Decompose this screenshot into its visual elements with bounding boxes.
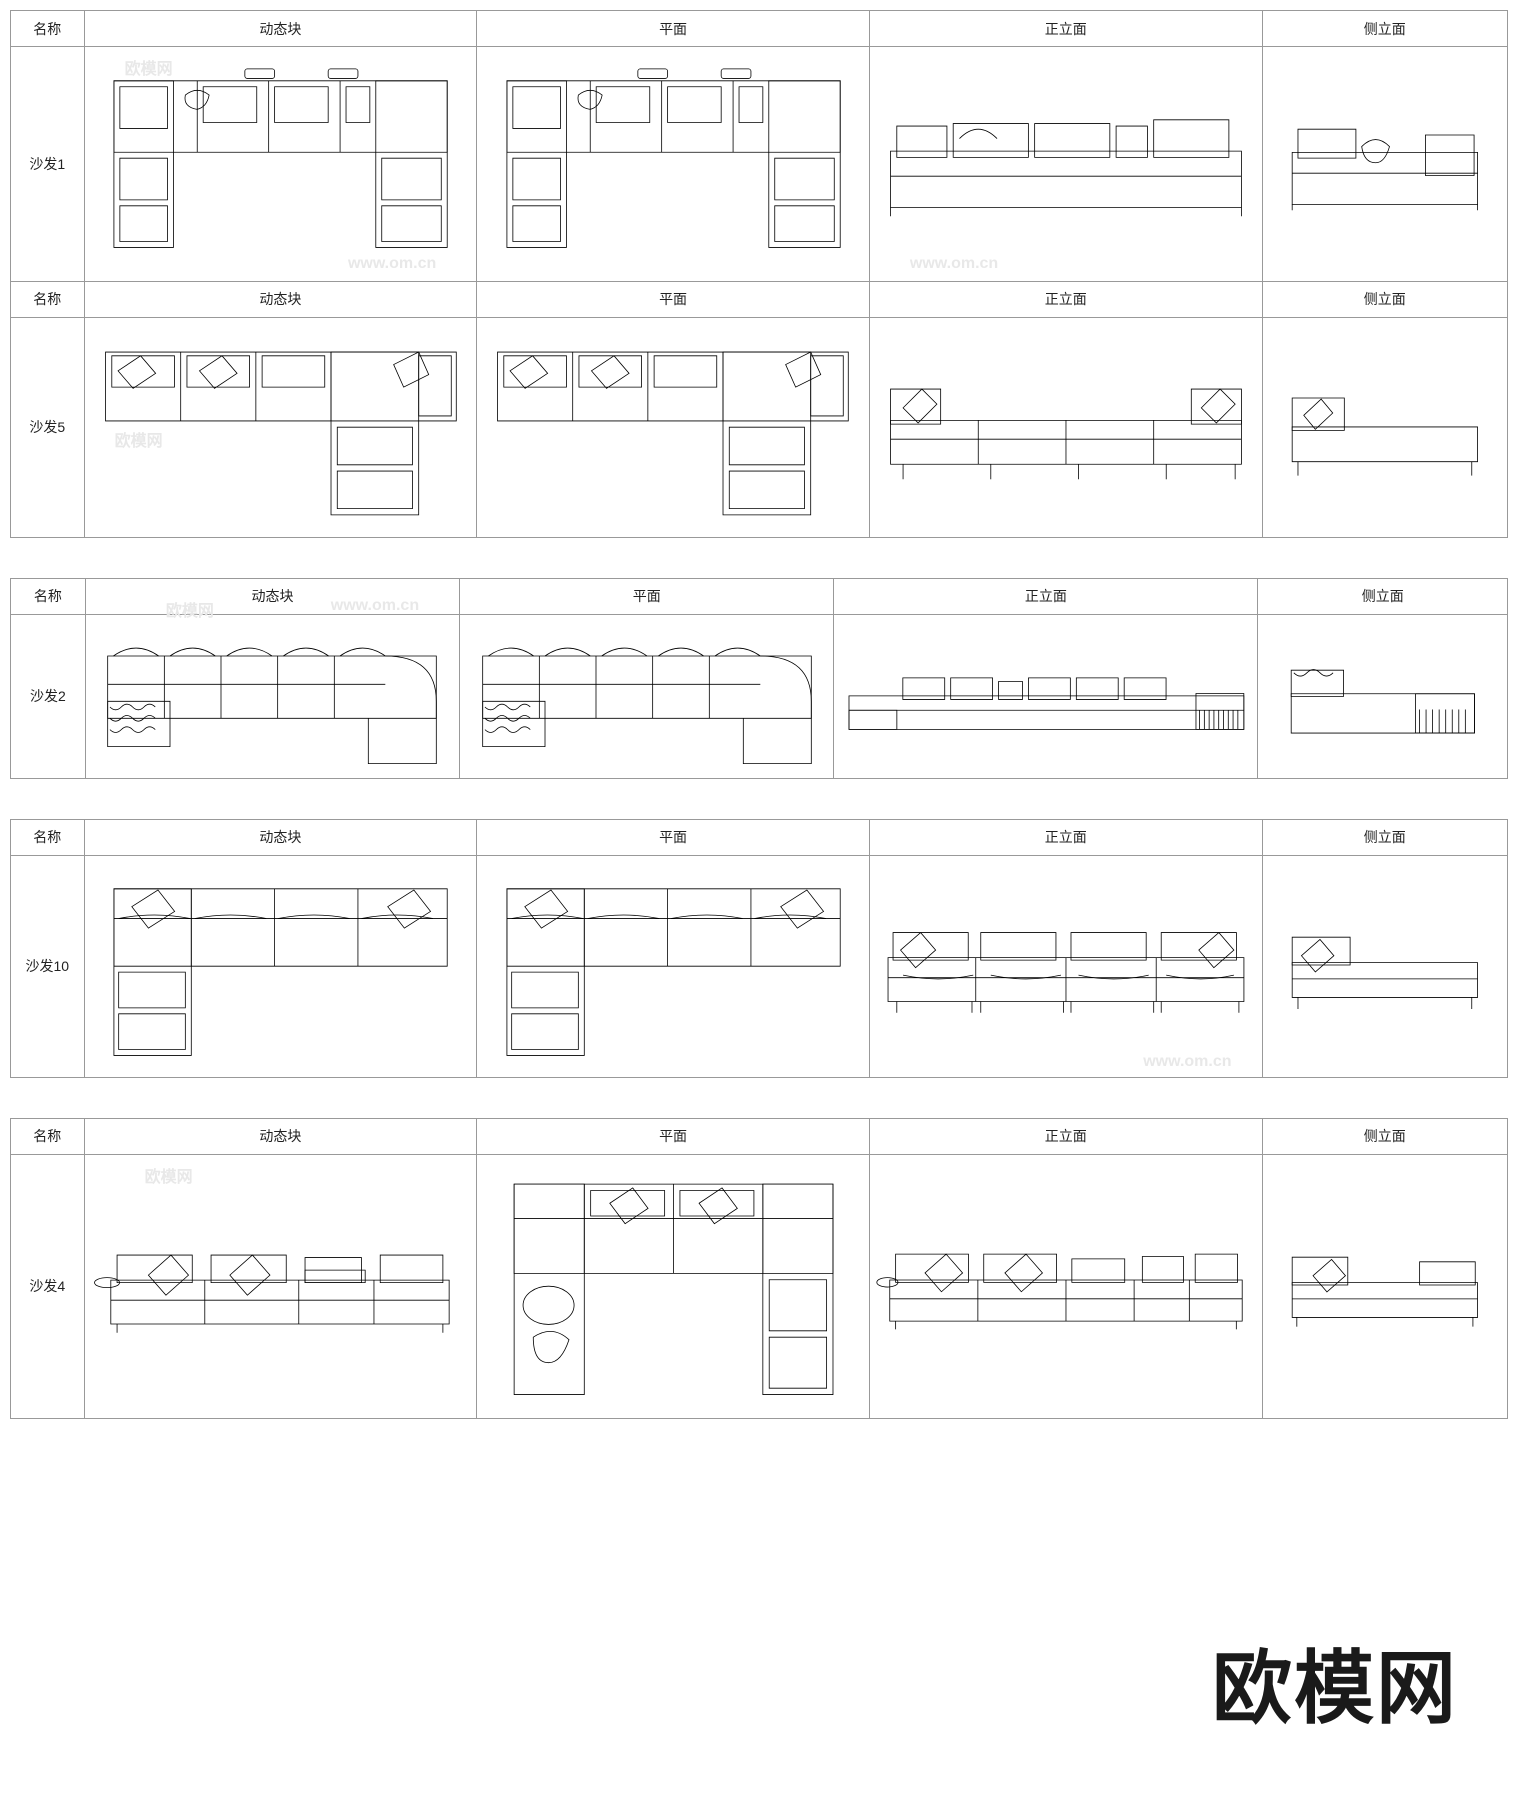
row-name-cell: 沙发2: [11, 614, 86, 778]
sofa2-side-icon: [1265, 644, 1501, 749]
sofa4-plan-icon: [495, 1165, 852, 1407]
cell-plan: [477, 317, 870, 537]
cell-front: [834, 614, 1258, 778]
col-header-name: 名称: [11, 281, 85, 317]
row-name-cell: 沙发5: [11, 317, 85, 537]
sofa5-plan2-icon: [485, 327, 861, 527]
col-header-plan: 平面: [477, 819, 870, 855]
cell-plan: [460, 614, 834, 778]
sofa1-plan-icon: [102, 57, 459, 271]
col-header-dynamic: 动态块: [84, 1118, 477, 1154]
sofa10-side-icon: [1269, 914, 1501, 1018]
cell-front: [869, 317, 1262, 537]
col-header-name: 名称: [11, 578, 86, 614]
sofa4-front2-icon: [878, 1233, 1254, 1339]
col-header-side: 侧立面: [1262, 11, 1507, 47]
cell-front: www.om.cn: [869, 855, 1262, 1077]
cell-front: [869, 1154, 1262, 1418]
sofa-table-4: 名称 动态块 平面 正立面 侧立面 沙发4 欧模网: [10, 1118, 1508, 1419]
cell-dynamic: 欧模网 www.om.cn: [84, 47, 477, 282]
big-watermark: 欧模网: [1212, 1624, 1458, 1740]
cell-front: www.om.cn: [869, 47, 1262, 282]
cell-dynamic: [84, 855, 477, 1077]
col-header-side: 侧立面: [1262, 1118, 1507, 1154]
sofa2-front-icon: [843, 648, 1250, 744]
col-header-side: 侧立面: [1262, 819, 1507, 855]
sofa10-plan2-icon: [495, 865, 852, 1067]
col-header-plan: 平面: [477, 1118, 870, 1154]
cell-side: [1262, 47, 1507, 282]
cell-side: [1262, 317, 1507, 537]
table-row: 沙发2 欧模网 www.om.cn: [11, 614, 1508, 778]
sofa1-plan2-icon: [495, 57, 852, 271]
cell-plan: [477, 1154, 870, 1418]
col-header-side: 侧立面: [1262, 281, 1507, 317]
sofa-table-2: 名称 动态块 平面 正立面 侧立面 沙发2 欧模网 www.om.cn: [10, 578, 1508, 779]
col-header-plan: 平面: [460, 578, 834, 614]
col-header-name: 名称: [11, 11, 85, 47]
sofa5-side-icon: [1269, 369, 1501, 485]
cell-plan: [477, 855, 870, 1077]
sofa-table-1: 名称 动态块 平面 正立面 侧立面 沙发1 欧模网 www.om.cn: [10, 10, 1508, 538]
col-header-dynamic: 动态块: [85, 578, 459, 614]
cell-plan: [477, 47, 870, 282]
sofa1-front-icon: [878, 101, 1254, 226]
table-row: 沙发5 欧模网: [11, 317, 1508, 537]
row-name-cell: 沙发1: [11, 47, 85, 282]
col-header-front: 正立面: [869, 11, 1262, 47]
cell-dynamic: 欧模网 www.om.cn: [85, 614, 459, 778]
sofa5-front-icon: [878, 364, 1254, 489]
row-name-cell: 沙发4: [11, 1154, 85, 1418]
col-header-name: 名称: [11, 819, 85, 855]
col-header-name: 名称: [11, 1118, 85, 1154]
sofa4-front-icon: [92, 1230, 468, 1343]
col-header-plan: 平面: [477, 11, 870, 47]
sofa-table-3: 名称 动态块 平面 正立面 侧立面 沙发10: [10, 819, 1508, 1078]
col-header-front: 正立面: [869, 1118, 1262, 1154]
sofa10-plan-icon: [102, 865, 459, 1067]
col-header-side: 侧立面: [1258, 578, 1508, 614]
table-row: 沙发4 欧模网: [11, 1154, 1508, 1418]
cell-side: [1262, 1154, 1507, 1418]
sofa10-front-icon: [878, 910, 1254, 1023]
col-header-plan: 平面: [477, 281, 870, 317]
table-row: 沙发1 欧模网 www.om.cn: [11, 47, 1508, 282]
col-header-dynamic: 动态块: [84, 281, 477, 317]
table-row: 沙发10 www.om.cn: [11, 855, 1508, 1077]
sofa5-plan-icon: [93, 327, 469, 527]
cell-dynamic: 欧模网: [84, 317, 477, 537]
sofa1-side-icon: [1269, 106, 1501, 222]
col-header-dynamic: 动态块: [84, 11, 477, 47]
cell-side: [1262, 855, 1507, 1077]
col-header-dynamic: 动态块: [84, 819, 477, 855]
cell-side: [1258, 614, 1508, 778]
sofa2-plan-icon: [102, 622, 442, 769]
cell-dynamic: 欧模网: [84, 1154, 477, 1418]
sofa2-plan2-icon: [477, 622, 817, 769]
col-header-front: 正立面: [869, 819, 1262, 855]
col-header-front: 正立面: [834, 578, 1258, 614]
col-header-front: 正立面: [869, 281, 1262, 317]
sofa4-side-icon: [1269, 1234, 1501, 1338]
row-name-cell: 沙发10: [11, 855, 85, 1077]
